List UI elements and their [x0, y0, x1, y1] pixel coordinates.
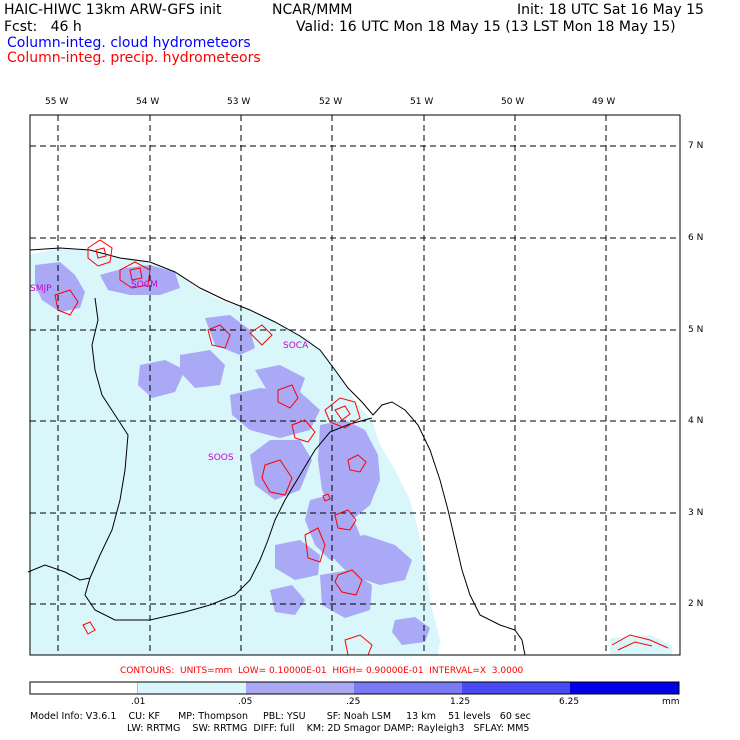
- model-title: HAIC-HIWC 13km ARW-GFS init: [4, 2, 222, 18]
- lon-label: 49 W: [592, 97, 616, 107]
- lat-label: 2 N: [688, 599, 704, 609]
- colorbar: [29, 681, 680, 695]
- model-info-line2: LW: RRTMG SW: RRTMG DIFF: full KM: 2D Sm…: [127, 723, 530, 734]
- field-cloud-label: Column-integ. cloud hydrometeors: [7, 35, 251, 51]
- lon-label: 53 W: [227, 97, 251, 107]
- lon-label: 55 W: [45, 97, 69, 107]
- lat-label: 3 N: [688, 508, 704, 518]
- lat-label: 7 N: [688, 141, 704, 151]
- station-label: SOCA: [283, 341, 309, 351]
- forecast-hour: Fcst: 46 h: [4, 19, 82, 35]
- org-label: NCAR/MMM: [272, 2, 353, 18]
- lat-label: 6 N: [688, 233, 704, 243]
- colorbar-tick: .01: [131, 697, 146, 707]
- colorbar-tick: .05: [238, 697, 253, 707]
- colorbar-tick: 6.25: [559, 697, 580, 707]
- station-label: SOCM: [131, 280, 158, 290]
- init-time: Init: 18 UTC Sat 16 May 15: [517, 2, 704, 18]
- model-info-line1: Model Info: V3.6.1 CU: KF MP: Thompson P…: [30, 711, 531, 722]
- station-label: SMJP: [30, 284, 52, 294]
- colorbar-tick: 1.25: [450, 697, 471, 707]
- lat-lon-grid: [30, 115, 680, 655]
- map-frame: [29, 114, 681, 656]
- coastline: [27, 247, 526, 656]
- lon-label: 52 W: [319, 97, 343, 107]
- lon-label: 51 W: [410, 97, 434, 107]
- valid-time: Valid: 16 UTC Mon 18 May 15 (13 LST Mon …: [296, 19, 676, 35]
- lon-label: 54 W: [136, 97, 160, 107]
- station-label: SOOS: [208, 453, 234, 463]
- lat-label: 4 N: [688, 416, 704, 426]
- lon-label: 50 W: [501, 97, 525, 107]
- precip-contours: [54, 239, 669, 656]
- colorbar-tick: .25: [346, 697, 361, 707]
- colorbar-unit: mm: [662, 697, 680, 707]
- contour-info: CONTOURS: UNITS=mm LOW= 0.10000E-01 HIGH…: [120, 666, 524, 676]
- field-precip-label: Column-integ. precip. hydrometeors: [7, 50, 261, 66]
- lat-label: 5 N: [688, 325, 704, 335]
